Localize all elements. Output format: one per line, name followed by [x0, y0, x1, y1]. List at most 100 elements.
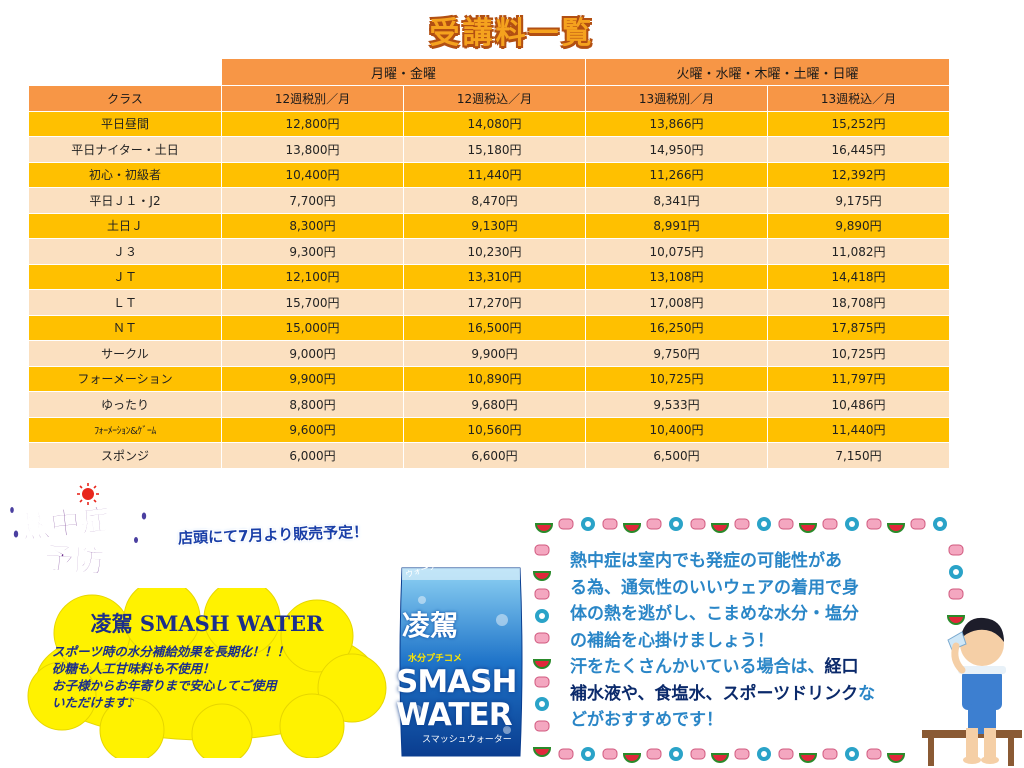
price-cell: 8,470円 [403, 187, 586, 214]
page-title: 受講料一覧 [429, 16, 595, 51]
price-cell: 6,500円 [585, 442, 768, 469]
price-cell: 7,700円 [221, 187, 404, 214]
uchiwa-fan-icon [673, 521, 679, 527]
uchiwa-fan-icon [585, 521, 591, 527]
price-cell: 8,800円 [221, 391, 404, 418]
lantern-icon [778, 518, 794, 530]
lantern-icon [778, 748, 794, 760]
lantern-icon [866, 518, 882, 530]
price-cell: 12,800円 [221, 110, 404, 137]
table-row: ゆったり 8,800円 9,680円 9,533円 10,486円 [28, 391, 950, 418]
price-cell: 9,300円 [221, 238, 404, 265]
advice-text: どがおすすめです！ [570, 710, 723, 730]
class-name-cell: 初心・初級者 [28, 161, 222, 188]
column-header-13w-ex-tax: 13週税別／月 [585, 85, 768, 112]
group-header-row: 月曜・金曜 火曜・水曜・木曜・土曜・日曜 [28, 58, 950, 86]
price-cell: 10,890円 [403, 365, 586, 392]
watermelon-icon [798, 523, 818, 533]
table-row: 初心・初級者 10,400円 11,440円 11,266円 12,392円 [28, 161, 950, 188]
table-row: ＬＴ 15,700円 17,270円 17,008円 18,708円 [28, 289, 950, 316]
watermelon-icon [532, 747, 552, 757]
table-row: ＮＴ 15,000円 16,500円 16,250円 17,875円 [28, 314, 950, 341]
group-header-blank [28, 58, 222, 86]
price-cell: 10,400円 [221, 161, 404, 188]
class-name-cell: スポンジ [28, 442, 222, 469]
lantern-icon [690, 518, 706, 530]
price-cell: 13,800円 [221, 136, 404, 163]
watermelon-icon [886, 523, 906, 533]
pouch-kanji: 凌駕 [402, 609, 459, 642]
lantern-icon [534, 720, 550, 732]
heatstroke-advice-text: 熱中症は室内でも発症の可能性があ る為、通気性のいいウェアの着用で身 体の熱を逃がし… [570, 548, 925, 734]
lantern-icon [948, 544, 964, 556]
price-cell: 18,708円 [767, 289, 950, 316]
sweat-drops-icon [10, 507, 147, 543]
lantern-icon [690, 748, 706, 760]
price-cell: 10,725円 [585, 365, 768, 392]
heatstroke-stamp-line2: 予防 [43, 541, 105, 580]
watermelon-icon [532, 571, 552, 581]
price-cell: 7,150円 [767, 442, 950, 469]
price-cell: 13,310円 [403, 263, 586, 290]
price-cell: 11,266円 [585, 161, 768, 188]
lantern-icon [534, 676, 550, 688]
watermelon-icon [534, 523, 554, 533]
lantern-icon [602, 748, 618, 760]
lantern-icon [602, 518, 618, 530]
uchiwa-fan-icon [937, 521, 943, 527]
uchiwa-fan-icon [761, 751, 767, 757]
table-row: 平日Ｊ１・J2 7,700円 8,470円 8,341円 9,175円 [28, 187, 950, 214]
lantern-icon [822, 518, 838, 530]
product-cloud-bubble [27, 588, 387, 758]
uchiwa-fan-icon [585, 751, 591, 757]
class-name-cell: ﾌｫｰﾒｰｼｮﾝ&ｹﾞｰﾑ [28, 416, 222, 443]
lantern-icon [948, 588, 964, 600]
class-name-cell: サークル [28, 340, 222, 367]
pouch-kana: スマッシュウォーター [422, 735, 512, 745]
table-row: サークル 9,000円 9,900円 9,750円 10,725円 [28, 340, 950, 367]
advice-text: 汗をたくさんかいている場合は、 [570, 657, 825, 677]
lantern-icon [910, 518, 926, 530]
product-name: 凌駕 SMASH WATER [90, 611, 324, 636]
product-description-line: 砂糖も人工甘味料も不使用！ [52, 661, 215, 676]
lantern-icon [734, 518, 750, 530]
lantern-icon [646, 748, 662, 760]
lantern-icon [822, 748, 838, 760]
price-cell: 9,175円 [767, 187, 950, 214]
price-cell: 9,680円 [403, 391, 586, 418]
price-cell: 9,000円 [221, 340, 404, 367]
lantern-icon [646, 518, 662, 530]
lantern-icon [558, 518, 574, 530]
pouch-word-smash: SMASH [396, 664, 517, 700]
class-name-cell: Ｊ３ [28, 238, 222, 265]
class-name-cell: ＮＴ [28, 314, 222, 341]
pouch-word-water: WATER [396, 697, 513, 733]
price-cell: 12,392円 [767, 161, 950, 188]
product-description-line: いただけます♪ [52, 695, 135, 710]
class-name-cell: ゆったり [28, 391, 222, 418]
price-cell: 16,250円 [585, 314, 768, 341]
pouch-subtitle: 水分プチコメ [408, 654, 463, 664]
price-cell: 17,875円 [767, 314, 950, 341]
price-cell: 10,230円 [403, 238, 586, 265]
advice-line: る為、通気性のいいウェアの着用で身 [570, 575, 925, 602]
price-cell: 9,750円 [585, 340, 768, 367]
lantern-icon [734, 748, 750, 760]
price-cell: 8,341円 [585, 187, 768, 214]
class-name-cell: 平日昼間 [28, 110, 222, 137]
price-cell: 10,486円 [767, 391, 950, 418]
uchiwa-fan-icon [761, 521, 767, 527]
price-cell: 11,082円 [767, 238, 950, 265]
table-row: 土日Ｊ 8,300円 9,130円 8,991円 9,890円 [28, 212, 950, 239]
price-cell: 9,890円 [767, 212, 950, 239]
price-cell: 8,300円 [221, 212, 404, 239]
table-row: ﾌｫｰﾒｰｼｮﾝ&ｹﾞｰﾑ 9,600円 10,560円 10,400円 11,440円 [28, 416, 950, 443]
price-cell: 16,445円 [767, 136, 950, 163]
sun-icon [77, 483, 99, 505]
advice-emphasis: 補水液や、食塩水、スポーツドリンク [570, 683, 859, 704]
class-name-cell: ＬＴ [28, 289, 222, 316]
price-cell: 9,900円 [221, 365, 404, 392]
price-table-body: 平日昼間 12,800円 14,080円 13,866円 15,252円 平日ナイター・土… [28, 110, 950, 469]
advice-line: どがおすすめです！ [570, 707, 925, 734]
class-name-cell: 平日Ｊ１・J2 [28, 187, 222, 214]
